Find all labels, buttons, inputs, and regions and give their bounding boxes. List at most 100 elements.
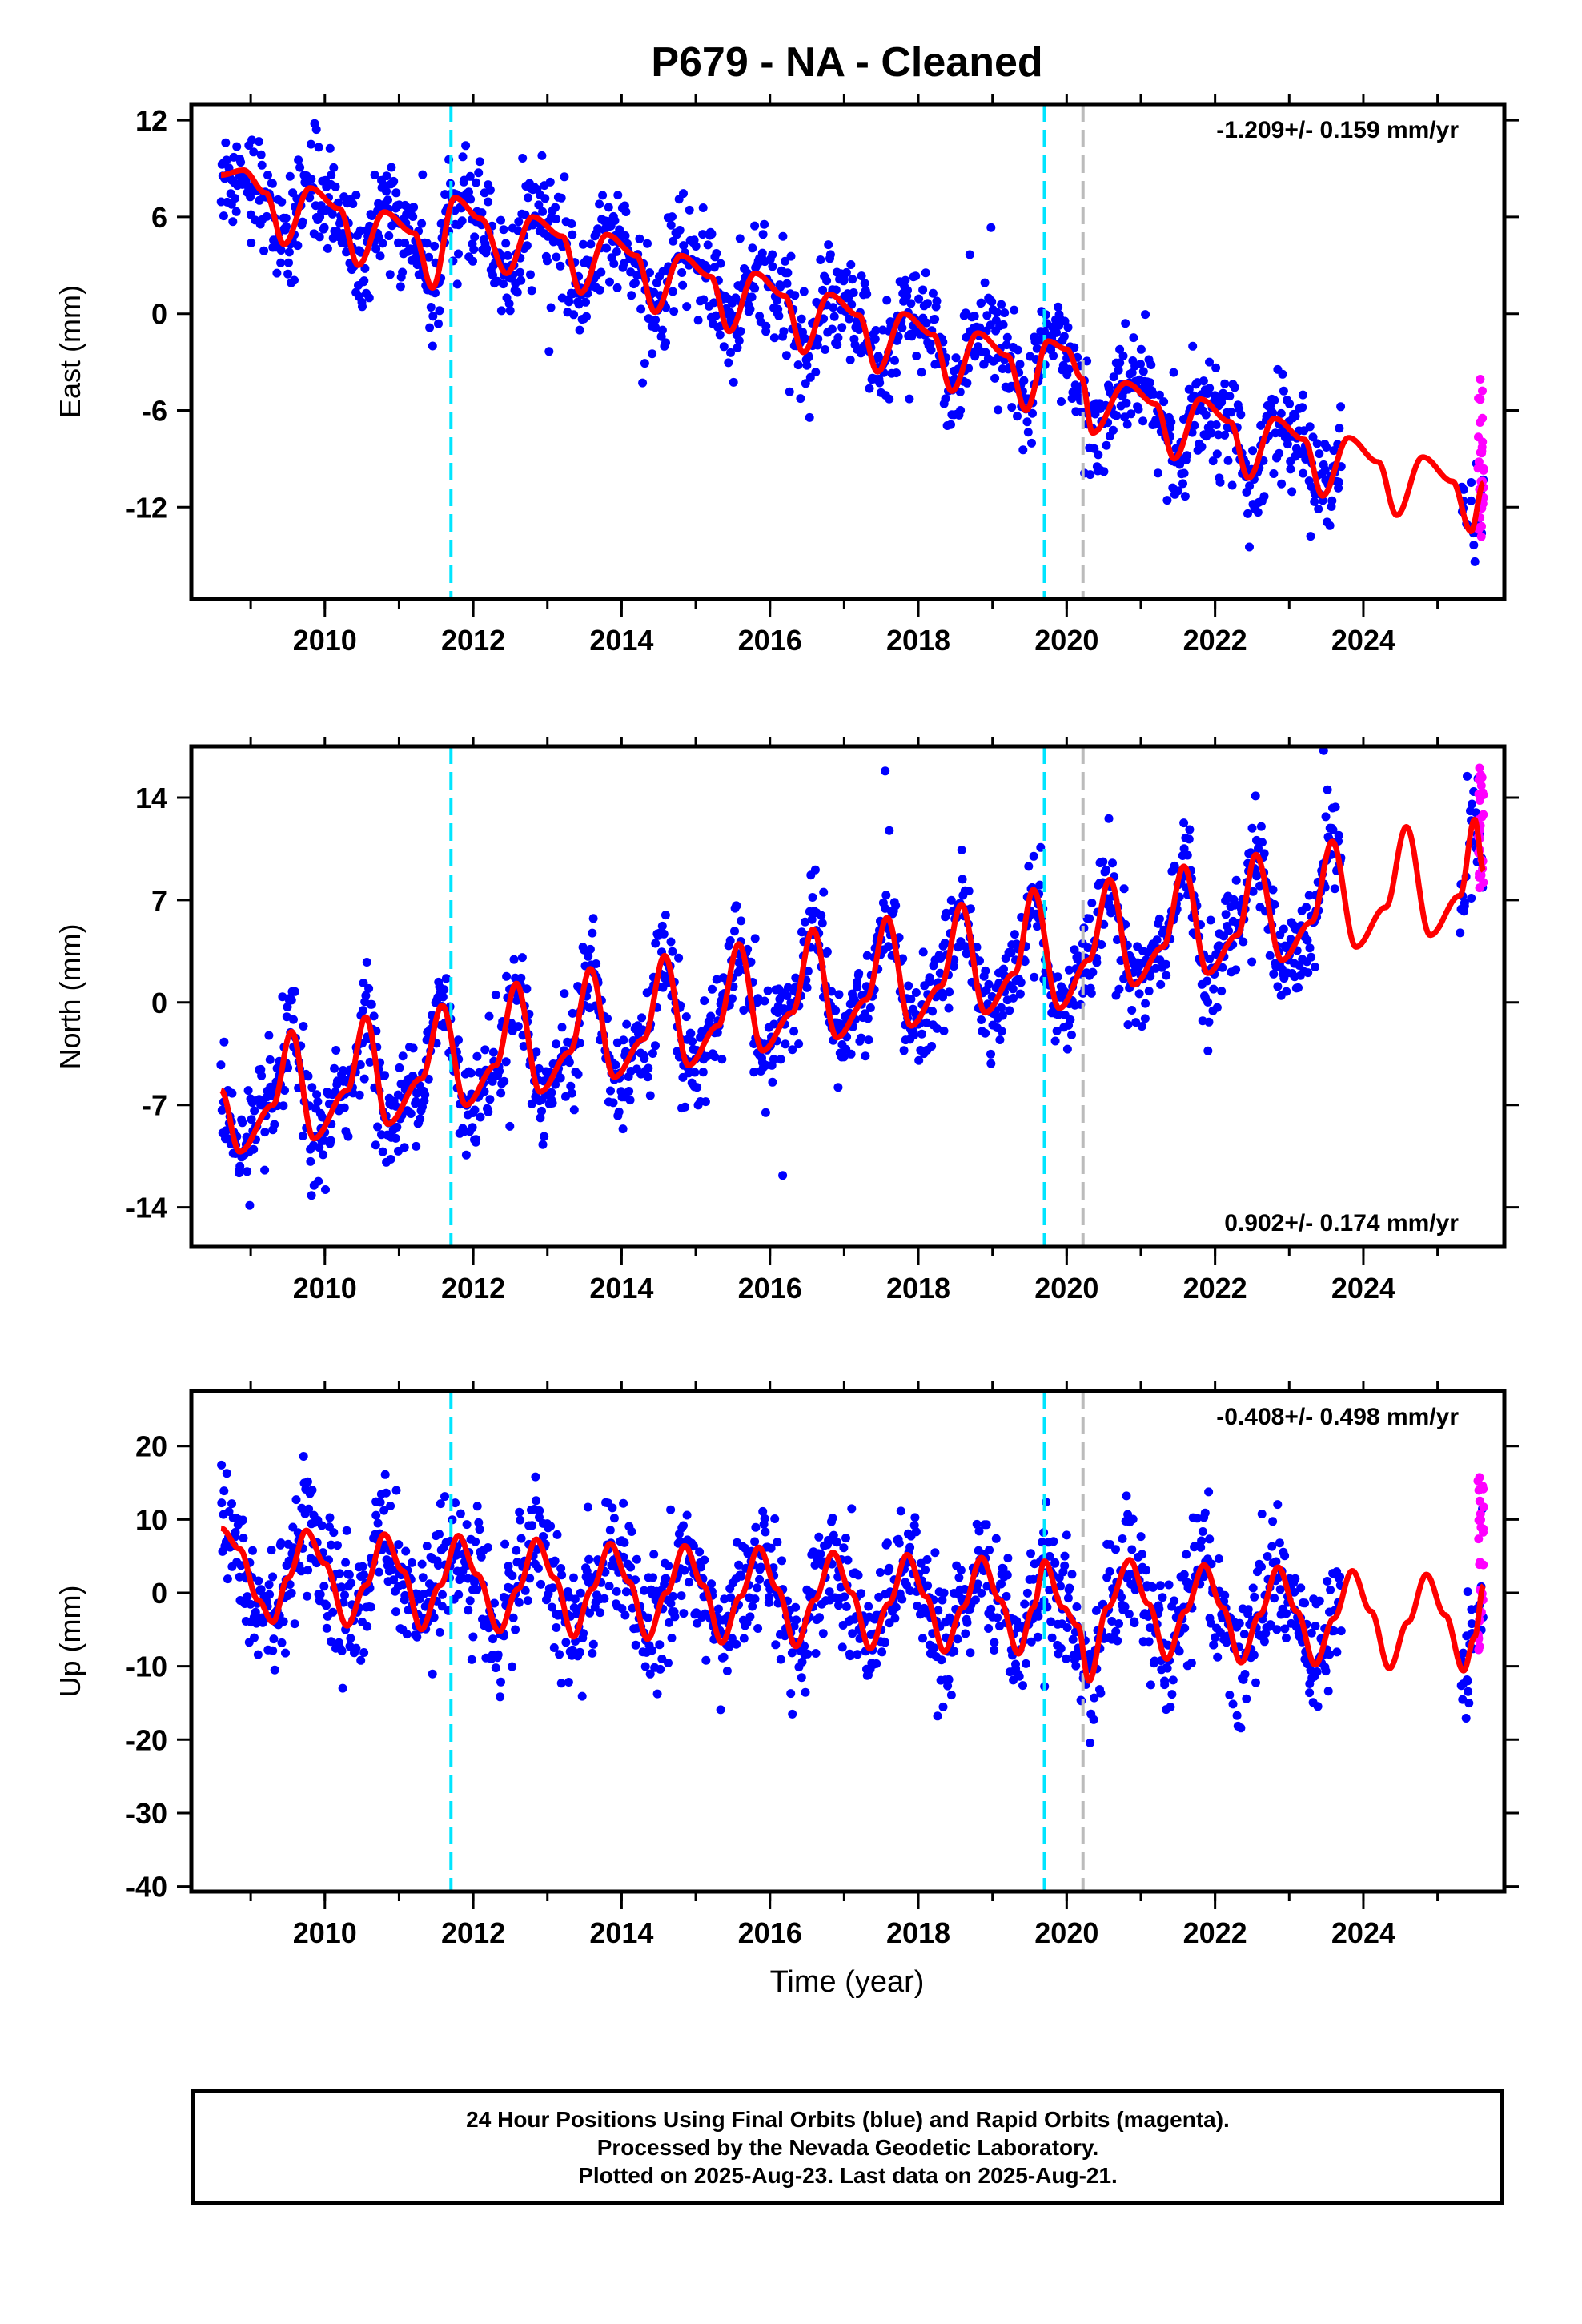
- data-point: [632, 1554, 641, 1564]
- rapid-point: [1478, 413, 1488, 423]
- data-point: [885, 394, 894, 404]
- data-point: [1218, 963, 1227, 972]
- data-point: [1056, 1643, 1066, 1653]
- data-point: [342, 247, 351, 257]
- data-point: [304, 1504, 314, 1514]
- data-point: [322, 1601, 331, 1610]
- data-point: [356, 1655, 366, 1665]
- data-point: [509, 955, 519, 964]
- data-point: [526, 270, 535, 279]
- data-point: [739, 1634, 749, 1643]
- data-point: [567, 219, 576, 228]
- data-point: [290, 1619, 299, 1629]
- data-point: [961, 308, 970, 318]
- rapid-point: [1477, 773, 1487, 782]
- data-point: [609, 259, 619, 268]
- data-point: [776, 1055, 785, 1064]
- data-point: [1248, 1583, 1258, 1593]
- data-point: [1303, 935, 1312, 945]
- data-point: [781, 256, 790, 266]
- data-point: [618, 1124, 628, 1134]
- data-point: [985, 1546, 994, 1555]
- data-point: [772, 296, 781, 305]
- data-point: [1460, 898, 1469, 907]
- data-point: [1174, 486, 1183, 496]
- data-point: [342, 1526, 351, 1535]
- data-point: [484, 1011, 494, 1021]
- data-point: [287, 1588, 296, 1598]
- data-point: [679, 1521, 688, 1530]
- data-point: [484, 1543, 492, 1552]
- data-point: [552, 1530, 562, 1539]
- data-point: [582, 312, 591, 321]
- data-point: [538, 1140, 548, 1149]
- data-point: [1190, 420, 1199, 430]
- data-point: [819, 314, 829, 324]
- data-point: [537, 1106, 546, 1116]
- data-point: [358, 1562, 367, 1571]
- data-point: [921, 1565, 930, 1574]
- data-point: [485, 185, 495, 195]
- data-point: [682, 1510, 692, 1520]
- data-point: [216, 1060, 226, 1070]
- data-point: [466, 1068, 476, 1078]
- data-point: [564, 1058, 574, 1068]
- data-point: [990, 373, 1000, 383]
- data-point: [944, 1003, 954, 1013]
- plot-frame: [189, 102, 1507, 601]
- data-point: [1124, 1610, 1134, 1619]
- data-point: [651, 1041, 660, 1051]
- data-point: [791, 973, 801, 983]
- data-point: [595, 285, 604, 295]
- data-point: [1122, 1491, 1131, 1501]
- data-point: [1203, 976, 1212, 986]
- data-point: [896, 1506, 905, 1516]
- data-point: [621, 207, 631, 216]
- data-point: [670, 1612, 680, 1622]
- data-point: [293, 241, 303, 251]
- data-point: [569, 310, 579, 320]
- data-point: [936, 954, 946, 963]
- data-point: [470, 232, 480, 242]
- data-point: [256, 1585, 266, 1594]
- data-point: [986, 1059, 996, 1068]
- data-point: [1189, 391, 1199, 400]
- data-point: [986, 1049, 995, 1059]
- data-point: [1467, 478, 1476, 487]
- data-point: [914, 1055, 924, 1065]
- data-point: [666, 937, 676, 947]
- data-point: [807, 915, 817, 924]
- data-point: [418, 170, 428, 179]
- data-point: [1265, 951, 1275, 960]
- data-point: [957, 846, 966, 854]
- data-point: [375, 1498, 385, 1507]
- y-tick-label: 0: [151, 1577, 167, 1610]
- data-point: [1182, 1550, 1191, 1559]
- data-point: [918, 947, 928, 957]
- data-point: [620, 1610, 630, 1620]
- rapid-point: [1475, 1642, 1484, 1651]
- data-point: [1214, 430, 1223, 440]
- data-point: [243, 1592, 252, 1602]
- data-point: [1179, 1570, 1189, 1579]
- data-point: [588, 1639, 598, 1649]
- data-point: [468, 256, 477, 266]
- data-point: [637, 1013, 647, 1023]
- data-point: [857, 1589, 866, 1598]
- rapid-point: [1477, 1482, 1487, 1492]
- data-point: [992, 308, 1002, 317]
- data-point: [756, 1562, 765, 1572]
- data-point: [750, 1537, 760, 1546]
- data-point: [493, 1650, 503, 1659]
- data-point: [898, 954, 908, 963]
- data-point: [758, 230, 768, 239]
- data-point: [476, 1112, 485, 1122]
- data-point: [1020, 1599, 1030, 1609]
- data-point: [802, 983, 812, 992]
- data-point: [472, 178, 480, 187]
- data-point: [317, 1521, 327, 1530]
- data-point: [993, 1613, 1002, 1622]
- data-point: [984, 1624, 994, 1633]
- data-point: [1127, 368, 1137, 377]
- data-point: [905, 394, 914, 404]
